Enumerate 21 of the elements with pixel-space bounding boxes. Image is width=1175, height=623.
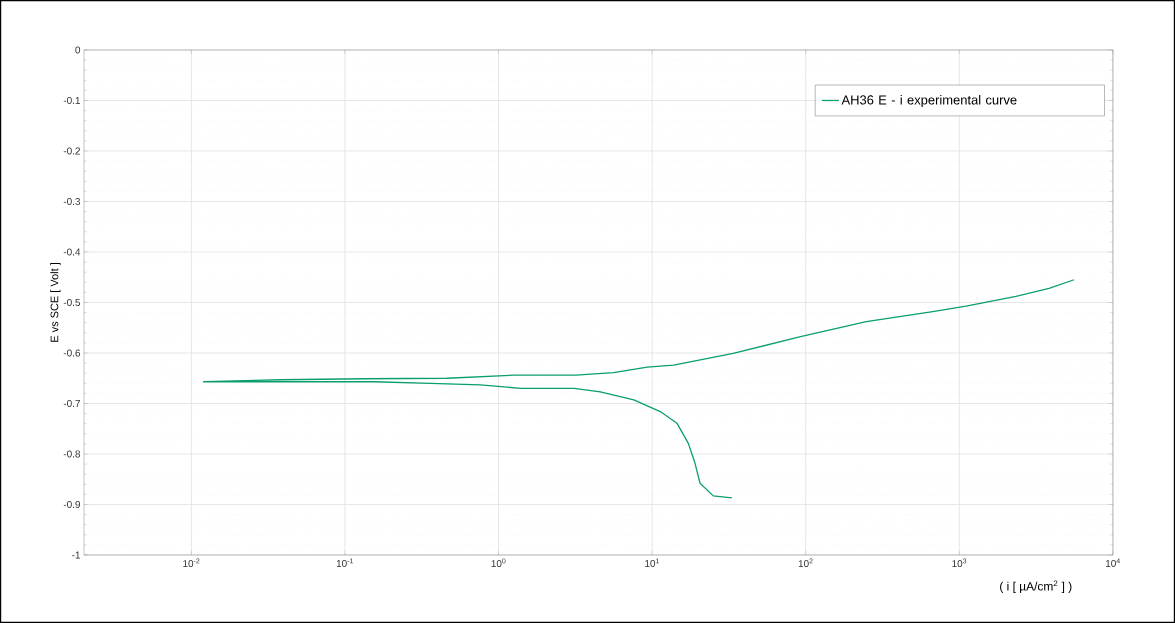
y-tick-label: -0.2 bbox=[63, 147, 80, 155]
x-tick-label: 10$^{3}$ bbox=[952, 558, 967, 568]
y-tick-label: -0.1 bbox=[63, 96, 81, 105]
y-tick-label: -0.6 bbox=[63, 349, 81, 357]
y-tick-label: -0.8 bbox=[63, 450, 81, 458]
y-tick-label: 0 bbox=[75, 46, 81, 54]
y-axis-title: E vs SCE [ Volt ] bbox=[50, 263, 61, 342]
x-axis-title: ( i [ µA/cm$^{2}$ ] ) bbox=[1000, 580, 1072, 593]
y-tick-label: -0.3 bbox=[63, 197, 81, 206]
x-tick-label: 10$^{2}$ bbox=[798, 558, 813, 568]
x-tick-label: 10$^{1}$ bbox=[645, 558, 660, 568]
legend-label: AH36 E - i experimental curve bbox=[841, 95, 1017, 108]
x-tick-label: 10$^{4}$ bbox=[1105, 558, 1120, 568]
y-tick-label: -1 bbox=[72, 551, 81, 559]
y-tick-label: -0.7 bbox=[63, 399, 80, 408]
y-tick-label: -0.4 bbox=[63, 248, 81, 256]
y-tick-label: -0.5 bbox=[63, 298, 81, 307]
x-tick-label: 10$^{-2}$ bbox=[183, 558, 200, 568]
x-tick-label: 10$^{0}$ bbox=[491, 558, 506, 568]
x-tick-label: 10$^{-1}$ bbox=[336, 558, 354, 568]
y-tick-label: -0.9 bbox=[63, 500, 81, 509]
